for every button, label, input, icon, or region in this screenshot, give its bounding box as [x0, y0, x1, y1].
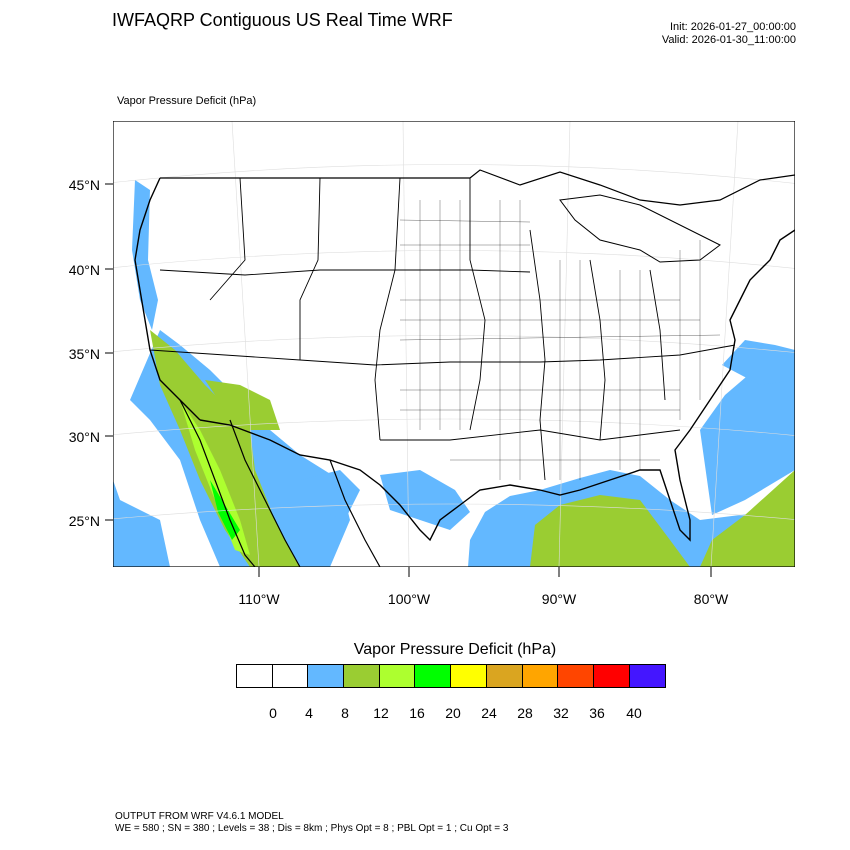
model-info: OUTPUT FROM WRF V4.6.1 MODEL: [115, 811, 284, 822]
lat-label-45: 45°N: [69, 177, 100, 193]
legend-tick: 16: [409, 705, 425, 721]
state-boundaries: [149, 177, 736, 481]
model-config: WE = 580 ; SN = 380 ; Levels = 38 ; Dis …: [115, 823, 509, 834]
legend-title: Vapor Pressure Deficit (hPa): [353, 641, 557, 658]
legend-tick: 20: [445, 705, 461, 721]
legend-tick: 32: [553, 705, 569, 721]
legend-tick: 36: [589, 705, 605, 721]
legend-tick: 40: [626, 705, 642, 721]
us-coastline: [199, 229, 795, 542]
legend-box: [486, 665, 523, 687]
legend-tick: 24: [481, 705, 497, 721]
lat-label-25: 25°N: [69, 513, 100, 529]
county-lines: [399, 200, 721, 480]
legend-box: [558, 665, 594, 687]
lat-label-40: 40°N: [69, 262, 100, 278]
legend-box: [522, 665, 559, 687]
legend-box: [593, 665, 630, 687]
init-time: Init: 2026-01-27_00:00:00: [670, 21, 796, 33]
west-coastline: [134, 177, 201, 421]
legend-tick: 12: [373, 705, 389, 721]
legend-tick: 28: [517, 705, 533, 721]
legend-tick: 4: [305, 705, 313, 721]
lon-label-100w: 100°W: [388, 591, 431, 607]
valid-time: Valid: 2026-01-30_11:00:00: [661, 34, 796, 46]
color-legend: [236, 664, 667, 688]
legend-box: [415, 665, 452, 687]
lat-label-30: 30°N: [69, 429, 100, 445]
legend-tick: 0: [269, 705, 277, 721]
legend-box: [308, 665, 345, 687]
map-title: IWFAQRP Contiguous US Real Time WRF: [112, 10, 453, 30]
legend-box: [451, 665, 487, 687]
vpd-shading-west: [113, 180, 360, 567]
lon-label-80w: 80°W: [694, 591, 729, 607]
legend-box: [629, 665, 666, 687]
great-lakes: [559, 194, 721, 263]
legend-tick: 8: [341, 705, 349, 721]
lon-label-110w: 110°W: [238, 591, 280, 607]
canada-border: [160, 169, 795, 206]
map-figure: 45°N 40°N 35°N 30°N 25°N 110°W 100°W 90°…: [69, 121, 795, 607]
mexico-coastline: [179, 399, 381, 567]
legend-box: [344, 665, 380, 687]
lon-label-90w: 90°W: [542, 591, 577, 607]
legend-box: [379, 665, 416, 687]
axis-ticks: [105, 183, 712, 577]
map-plot-area: [113, 121, 795, 567]
legend-box: [237, 665, 273, 687]
graticule: [113, 121, 795, 567]
legend-box: [272, 665, 309, 687]
lat-label-35: 35°N: [69, 346, 100, 362]
field-label: Vapor Pressure Deficit (hPa): [117, 95, 257, 107]
